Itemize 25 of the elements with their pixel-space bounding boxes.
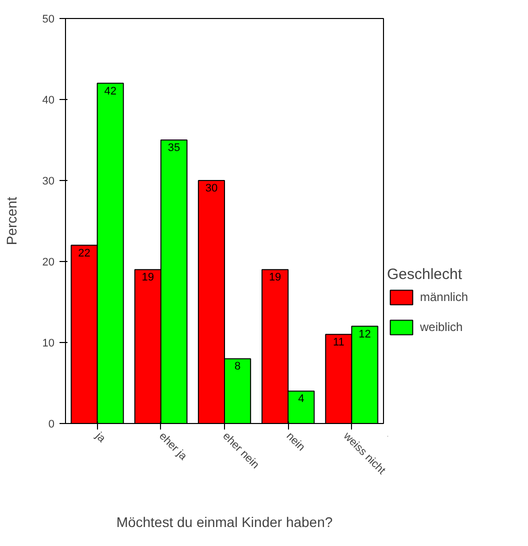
x-axis-title: Möchtest du einmal Kinder haben?: [116, 514, 333, 530]
data-label: 12: [358, 328, 371, 340]
data-label: 35: [168, 142, 180, 154]
y-tick-label: 0: [48, 418, 55, 430]
x-tick-label: nein: [284, 430, 308, 454]
data-label: 8: [234, 360, 241, 373]
x-tick-label: ja: [92, 430, 108, 446]
legend-title: Geschlecht: [387, 266, 464, 283]
y-tick-label: 10: [42, 338, 55, 350]
data-label: 19: [142, 272, 154, 284]
x-tick-label: eher nein: [220, 430, 262, 472]
y-tick-label: 20: [42, 256, 55, 268]
x-tick-label: eher ja: [156, 430, 190, 464]
y-tick-label: 30: [42, 176, 55, 188]
y-tick-label: 40: [42, 94, 55, 106]
data-label: 19: [268, 272, 282, 284]
legend-label: weiblich: [420, 320, 463, 334]
legend-label: männlich: [420, 290, 468, 304]
data-label: 42: [104, 85, 116, 98]
data-label: 22: [78, 247, 90, 260]
data-label: 11: [332, 336, 344, 348]
data-label: 4: [298, 393, 304, 406]
data-label: 30: [205, 182, 218, 194]
y-axis-title: Percent: [3, 196, 20, 246]
y-tick-label: 50: [42, 14, 55, 26]
